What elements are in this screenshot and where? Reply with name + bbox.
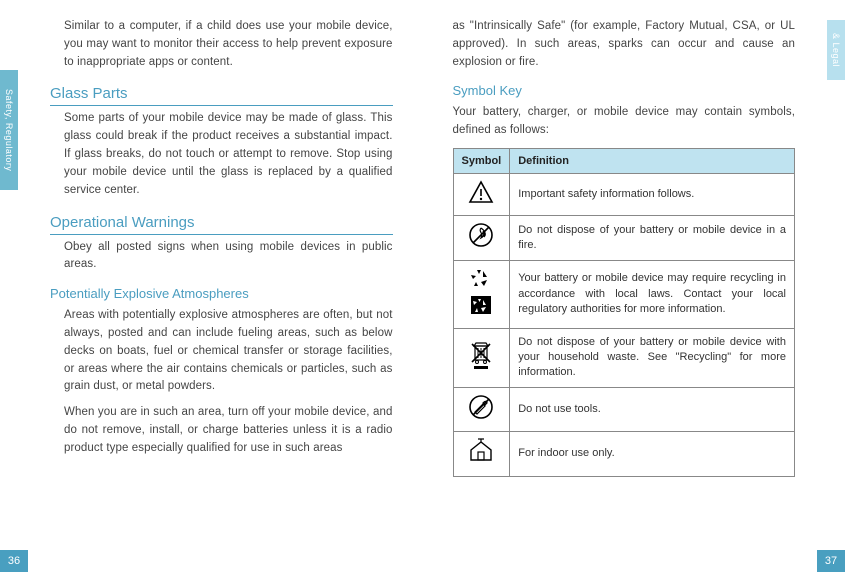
right-side-tab: & Legal — [827, 20, 845, 80]
no-tools-icon — [468, 394, 494, 425]
recycle-alt-icon — [469, 294, 493, 321]
symbol-key-body: Your battery, charger, or mobile device … — [453, 104, 796, 140]
table-header-row: Symbol Definition — [453, 149, 795, 174]
table-row: Do not dispose of your battery or mobile… — [453, 216, 795, 260]
pea-heading: Potentially Explosive Atmospheres — [50, 286, 393, 301]
warning-triangle-icon — [468, 180, 494, 209]
table-row: Important safety information follows. — [453, 174, 795, 216]
definition-cell: Do not dispose of your battery or mobile… — [510, 216, 795, 260]
definition-cell: Do not use tools. — [510, 387, 795, 431]
left-page: Safety, Regulatory Similar to a computer… — [0, 0, 423, 572]
no-fire-icon — [468, 222, 494, 253]
definition-cell: Your battery or mobile device may requir… — [510, 260, 795, 328]
right-page-number: 37 — [817, 550, 845, 572]
symbol-key-heading: Symbol Key — [453, 83, 796, 98]
symbol-cell — [453, 432, 510, 476]
table-row: For indoor use only. — [453, 432, 795, 476]
definition-cell: Important safety information follows. — [510, 174, 795, 216]
symbol-cell — [453, 328, 510, 387]
glass-parts-heading: Glass Parts — [50, 85, 393, 106]
indoor-use-icon — [467, 438, 495, 469]
operational-warnings-heading: Operational Warnings — [50, 214, 393, 235]
intro-paragraph: Similar to a computer, if a child does u… — [64, 18, 393, 71]
definition-cell: Do not dispose of your battery or mobile… — [510, 328, 795, 387]
recycle-icon — [468, 267, 494, 294]
glass-parts-body: Some parts of your mobile device may be … — [64, 110, 393, 199]
pea-body-2: When you are in such an area, turn off y… — [64, 404, 393, 457]
symbol-cell — [453, 387, 510, 431]
continuation-body: as "Intrinsically Safe" (for example, Fa… — [453, 18, 796, 71]
symbol-table: Symbol Definition Important safety infor… — [453, 148, 796, 477]
left-page-number: 36 — [0, 550, 28, 572]
left-side-tab: Safety, Regulatory — [0, 70, 18, 190]
definition-cell: For indoor use only. — [510, 432, 795, 476]
col-symbol: Symbol — [453, 149, 510, 174]
table-row: Do not use tools. — [453, 387, 795, 431]
operational-warnings-body: Obey all posted signs when using mobile … — [64, 239, 393, 275]
right-page: & Legal as "Intrinsically Safe" (for exa… — [423, 0, 845, 572]
page-spread: Safety, Regulatory Similar to a computer… — [0, 0, 845, 572]
table-row: Do not dispose of your battery or mobile… — [453, 328, 795, 387]
col-definition: Definition — [510, 149, 795, 174]
symbol-cell — [453, 216, 510, 260]
pea-body-1: Areas with potentially explosive atmosph… — [64, 307, 393, 396]
symbol-cell — [453, 174, 510, 216]
symbol-cell — [453, 260, 510, 328]
wheeled-bin-icon — [468, 340, 494, 375]
table-row: Your battery or mobile device may requir… — [453, 260, 795, 328]
